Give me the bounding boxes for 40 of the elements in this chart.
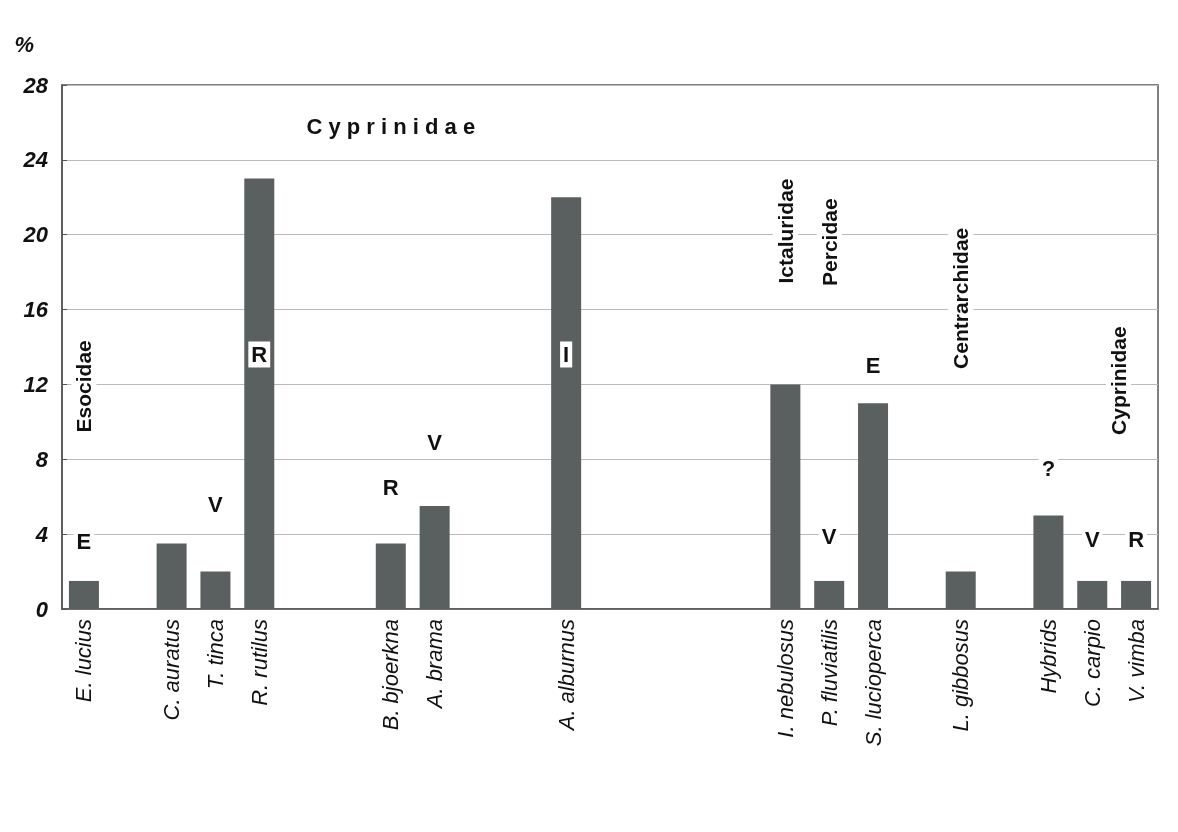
x-tick-label: C. carpio: [1079, 619, 1105, 708]
annotation: Percidae: [817, 198, 841, 286]
annotation: V: [821, 524, 837, 550]
annotation: C y p r i n i d a e: [306, 113, 476, 139]
annotation: Ictaluridae: [773, 178, 797, 284]
annotation: ?: [1041, 456, 1056, 482]
annotation: V: [208, 491, 224, 517]
x-tick-label: P. fluviatilis: [816, 619, 842, 727]
annotation: E: [865, 353, 881, 379]
y-tick-label: 12: [23, 371, 49, 397]
y-tick-label: 24: [22, 147, 48, 173]
y-tick-label: 0: [35, 596, 49, 622]
annotation: R: [382, 474, 399, 500]
x-tick-label: T. tinca: [202, 619, 228, 690]
x-tick-label: C. auratus: [159, 619, 185, 721]
y-tick-label: 8: [35, 446, 49, 472]
annotation: V: [1084, 527, 1100, 553]
y-tick-label: 16: [23, 297, 49, 323]
x-tick-label: A. brama: [422, 619, 448, 711]
annotation: Cyprinidae: [1107, 326, 1131, 435]
x-tick-label: S. lucioperca: [860, 619, 886, 747]
x-tick-label: I. nebulosus: [772, 619, 798, 738]
annotation: R: [251, 341, 268, 367]
annotation: R: [1128, 527, 1145, 553]
x-tick-label: A. alburnus: [553, 619, 579, 733]
y-tick-label: 28: [22, 72, 49, 98]
y-axis-title: %: [14, 31, 34, 57]
x-tick-label: B. bjoerkna: [378, 619, 404, 731]
annotation: E: [76, 529, 92, 555]
y-tick-label: 4: [34, 521, 48, 547]
x-tick-label: V. vimba: [1123, 619, 1149, 703]
annotation: Esocidae: [72, 340, 96, 433]
x-tick-label: E. lucius: [71, 619, 97, 703]
annotation: Centrarchidae: [949, 227, 973, 369]
x-tick-label: R. rutilus: [246, 619, 272, 706]
annotation: I: [563, 341, 570, 367]
x-tick-label: Hybrids: [1035, 619, 1061, 694]
x-tick-label: L. gibbosus: [948, 619, 974, 732]
annotation: V: [427, 429, 443, 455]
y-tick-label: 20: [22, 222, 49, 248]
